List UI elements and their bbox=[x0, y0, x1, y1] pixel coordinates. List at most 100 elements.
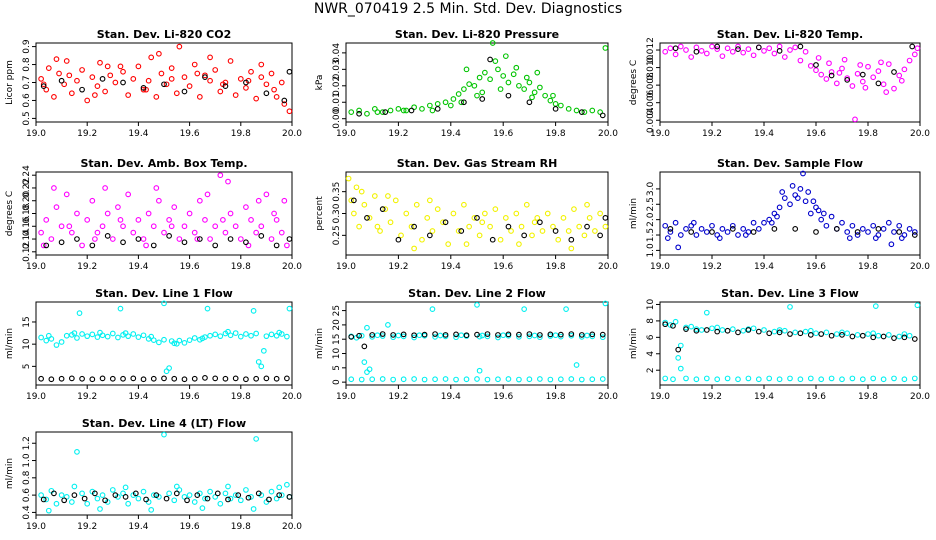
data-point bbox=[268, 331, 275, 338]
data-point bbox=[276, 484, 283, 491]
data-point bbox=[602, 300, 609, 307]
data-point bbox=[356, 223, 362, 230]
data-point bbox=[148, 54, 155, 61]
data-point bbox=[369, 334, 376, 340]
data-point bbox=[568, 376, 575, 382]
data-point bbox=[140, 488, 147, 495]
data-point bbox=[416, 332, 423, 339]
data-point bbox=[243, 331, 249, 337]
data-point bbox=[550, 223, 556, 230]
data-point bbox=[482, 210, 488, 217]
data-point bbox=[40, 496, 47, 503]
data-point bbox=[48, 236, 55, 242]
data-point bbox=[453, 331, 459, 338]
y-tick-label: 1.5 bbox=[646, 228, 656, 242]
plot-frame bbox=[35, 301, 293, 386]
data-point bbox=[43, 496, 50, 503]
data-point bbox=[361, 201, 368, 208]
y-tick-label: 0.18 bbox=[22, 203, 32, 223]
data-point bbox=[797, 43, 804, 50]
data-point bbox=[839, 219, 845, 226]
data-point bbox=[865, 63, 871, 70]
data-point bbox=[476, 74, 483, 81]
data-point bbox=[683, 326, 689, 332]
data-point bbox=[450, 96, 457, 102]
x-tick-label: 19.2 bbox=[702, 392, 722, 402]
data-point bbox=[400, 107, 407, 114]
data-point bbox=[102, 497, 108, 504]
data-point bbox=[547, 376, 554, 383]
data-point bbox=[505, 376, 512, 382]
data-point bbox=[693, 327, 700, 334]
data-point bbox=[214, 490, 221, 497]
data-point bbox=[823, 76, 830, 82]
data-point bbox=[453, 376, 459, 383]
data-point bbox=[750, 229, 757, 235]
data-point bbox=[698, 327, 705, 333]
data-point bbox=[552, 101, 559, 107]
data-point bbox=[356, 332, 362, 339]
data-point bbox=[529, 232, 535, 239]
data-point bbox=[703, 50, 710, 57]
data-point bbox=[813, 67, 819, 74]
data-point bbox=[662, 48, 669, 55]
data-point bbox=[63, 332, 70, 339]
y-tick-label: 0.006 bbox=[646, 90, 656, 116]
data-point bbox=[568, 331, 575, 337]
data-point bbox=[266, 496, 272, 503]
data-point bbox=[823, 329, 830, 336]
data-point bbox=[53, 500, 60, 507]
x-tick-label: 19.8 bbox=[858, 129, 878, 139]
data-point bbox=[526, 333, 533, 340]
data-point bbox=[130, 76, 137, 82]
data-point bbox=[771, 226, 778, 232]
x-tick-label: 19.0 bbox=[26, 262, 46, 272]
plot-frame bbox=[659, 301, 921, 386]
data-point bbox=[667, 322, 674, 328]
data-point bbox=[395, 236, 402, 243]
data-point bbox=[552, 105, 559, 112]
x-tick-label: 19.0 bbox=[26, 522, 46, 532]
data-point bbox=[703, 229, 710, 235]
data-point bbox=[781, 327, 788, 334]
data-point bbox=[232, 223, 239, 230]
data-point bbox=[74, 449, 80, 455]
data-point bbox=[120, 223, 126, 230]
data-point bbox=[81, 495, 88, 502]
data-point bbox=[222, 83, 229, 89]
data-point bbox=[463, 332, 470, 339]
data-point bbox=[356, 107, 362, 114]
data-point bbox=[161, 81, 167, 88]
data-point bbox=[581, 109, 588, 115]
x-tick-label: 19.0 bbox=[336, 392, 356, 402]
y-tick-label: 20 bbox=[332, 319, 342, 331]
y-tick-label: 0.6 bbox=[22, 488, 32, 503]
data-point bbox=[872, 303, 879, 309]
data-point bbox=[779, 189, 786, 195]
data-point bbox=[442, 99, 449, 106]
x-tick-label: 19.6 bbox=[806, 129, 826, 139]
data-point bbox=[693, 48, 700, 55]
x-tick-label: 20.0 bbox=[282, 522, 302, 532]
data-point bbox=[781, 54, 788, 60]
data-point bbox=[40, 83, 47, 89]
data-point bbox=[839, 332, 845, 338]
data-point bbox=[104, 63, 111, 70]
data-point bbox=[135, 236, 142, 242]
data-point bbox=[194, 236, 201, 242]
x-tick-label: 19.0 bbox=[26, 129, 46, 139]
data-point bbox=[854, 232, 861, 238]
data-point bbox=[89, 74, 96, 80]
data-point bbox=[776, 327, 783, 333]
data-point bbox=[255, 197, 262, 204]
data-point bbox=[135, 63, 142, 70]
data-point bbox=[107, 72, 114, 79]
data-point bbox=[48, 376, 55, 383]
data-point bbox=[56, 70, 62, 77]
data-point bbox=[148, 333, 155, 340]
data-point bbox=[79, 490, 85, 497]
data-point bbox=[84, 217, 91, 223]
data-point bbox=[358, 332, 365, 339]
data-point bbox=[833, 226, 840, 232]
data-point bbox=[398, 232, 404, 239]
